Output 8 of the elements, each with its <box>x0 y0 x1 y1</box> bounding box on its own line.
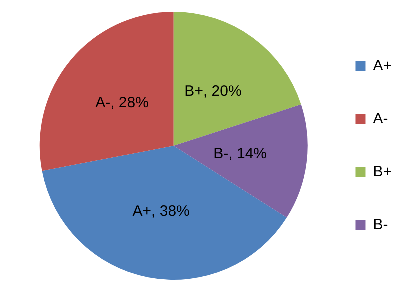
legend-label: A+ <box>373 58 392 75</box>
data-label: B-, 14% <box>214 146 268 163</box>
legend-label: B+ <box>373 164 392 181</box>
legend-label: B- <box>373 216 388 234</box>
data-label: A-, 28% <box>96 94 149 112</box>
data-label: B+, 20% <box>184 82 242 100</box>
legend-label: A- <box>373 110 388 128</box>
data-label: A+, 38% <box>132 202 190 220</box>
